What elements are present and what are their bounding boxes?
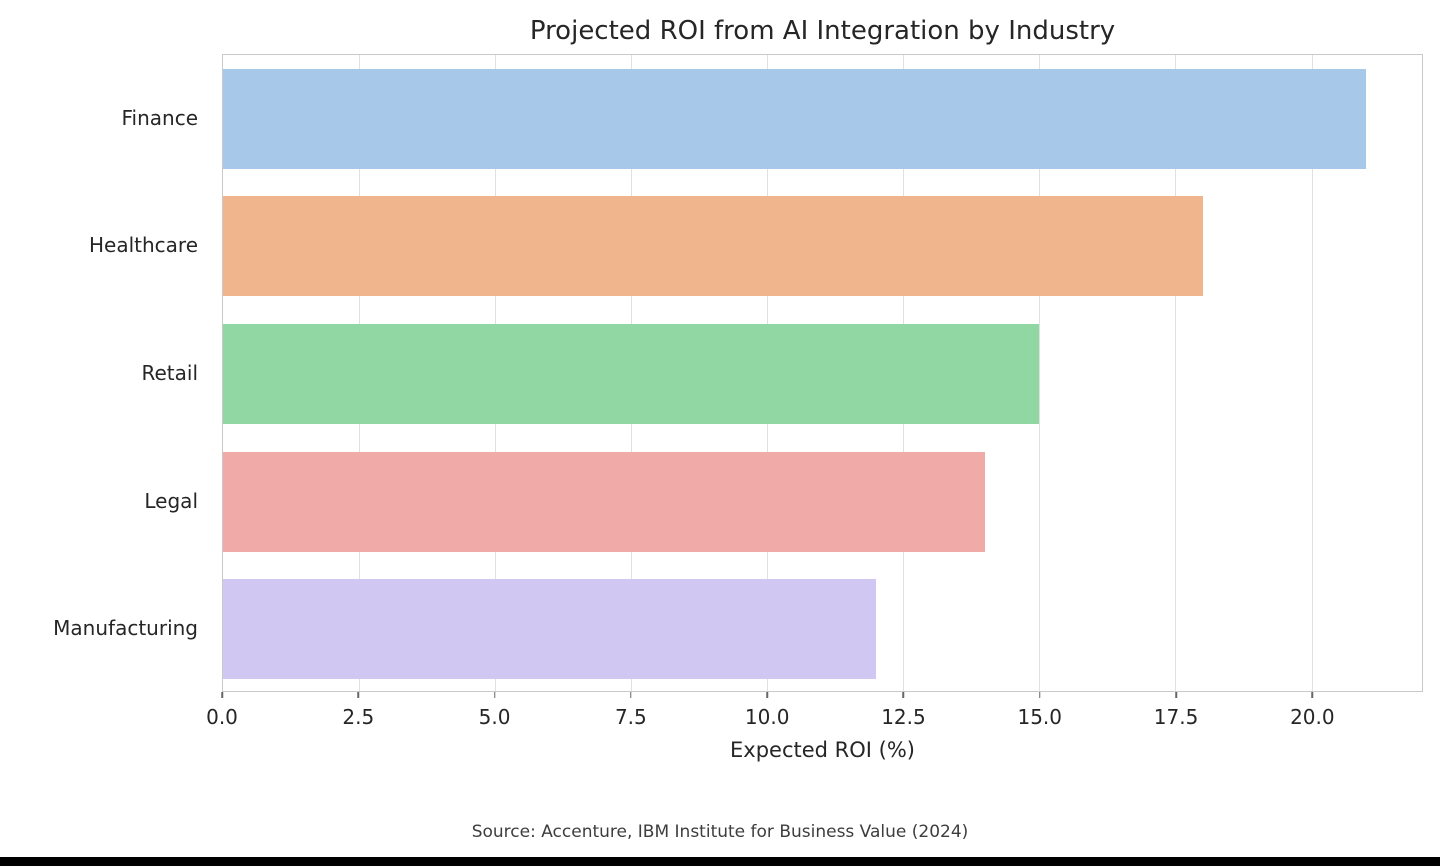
x-tick-mark (1038, 692, 1041, 698)
source-note: Source: Accenture, IBM Institute for Bus… (471, 822, 969, 842)
bar-healthcare (223, 196, 1203, 297)
x-tick-label: 20.0 (1290, 705, 1335, 729)
gridline (1175, 55, 1177, 691)
y-tick-label-manufacturing: Manufacturing (53, 616, 198, 641)
x-tick-label: 12.5 (881, 705, 926, 729)
y-tick-label-legal: Legal (144, 488, 198, 513)
x-tick-mark (221, 692, 223, 698)
x-tick-mark (902, 692, 905, 698)
x-tick-label: 5.0 (478, 705, 511, 729)
bars-layer (223, 55, 1422, 691)
x-tick-label: 10.0 (744, 705, 790, 729)
bar-manufacturing (223, 579, 877, 680)
x-tick-label: 2.5 (342, 705, 375, 729)
x-tick-label: 15.0 (1017, 705, 1062, 729)
y-axis-labels: Finance Healthcare Retail Legal Manufacturin… (0, 54, 198, 692)
gridline (1039, 55, 1041, 691)
x-axis: 0.0 2.5 5.0 7.5 10.0 12.5 15.0 17.5 20.0 (206, 692, 1423, 736)
plot-area (222, 54, 1423, 692)
bar-retail (223, 324, 1040, 424)
x-tick-label: 0.0 (206, 705, 238, 729)
y-tick-label-retail: Retail (141, 361, 198, 385)
x-tick-mark (1175, 692, 1177, 698)
bar-finance (223, 68, 1366, 169)
x-tick-mark (493, 692, 496, 698)
x-tick-mark (357, 692, 360, 698)
x-tick-label: 7.5 (614, 705, 647, 729)
bottom-rule (0, 857, 1440, 866)
x-tick-label: 17.5 (1153, 705, 1199, 729)
x-tick-mark (766, 692, 768, 698)
x-tick-mark (1311, 692, 1314, 698)
x-axis-title: Expected ROI (%) (730, 738, 915, 762)
gridline (1311, 55, 1313, 691)
bar-legal (223, 451, 985, 552)
chart-title: Projected ROI from AI Integration by Ind… (529, 16, 1116, 46)
x-tick-mark (630, 692, 632, 698)
y-tick-label-healthcare: Healthcare (88, 233, 198, 258)
y-tick-label-finance: Finance (121, 105, 198, 130)
